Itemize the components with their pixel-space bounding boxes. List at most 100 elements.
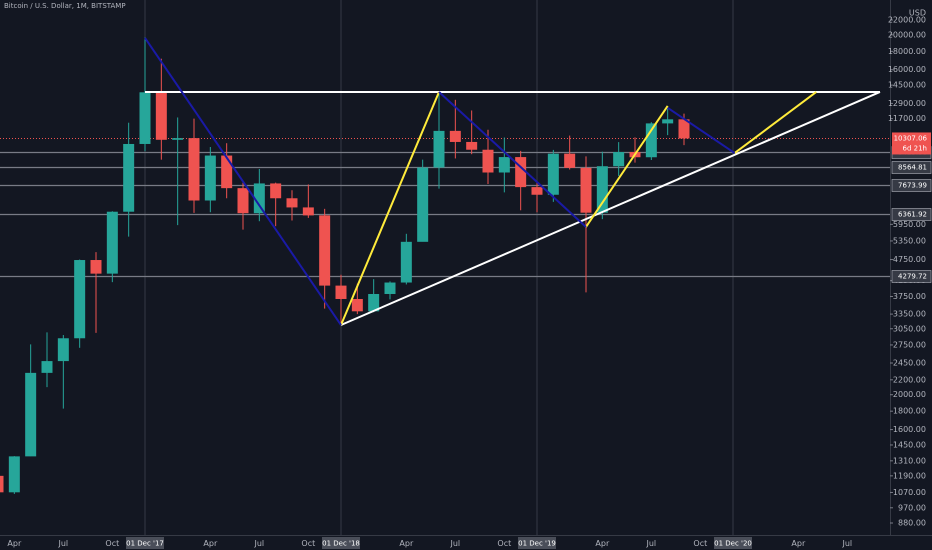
candle-body: [8, 456, 20, 493]
y-tick-label: 18000.00: [888, 47, 926, 56]
x-tick-label: Apr: [203, 539, 218, 548]
level-label-box: [891, 270, 932, 283]
candle-body: [123, 143, 135, 212]
drawings: [144, 37, 881, 326]
candle-body: [25, 372, 37, 457]
candle-body: [155, 92, 167, 140]
candles: [0, 37, 690, 494]
y-unit: USD: [909, 9, 926, 18]
axes: 22000.00 20000.00 18000.00 16000.00 14500.00…: [7, 15, 932, 549]
y-tick-label: 4750.00: [893, 255, 926, 264]
candle-body: [498, 157, 510, 173]
candle-body: [645, 123, 657, 158]
y-tick-label: 14500.00: [888, 81, 926, 90]
y-tick-label: 1600.00: [893, 425, 926, 434]
candle-body: [449, 130, 461, 142]
current-price-box: [892, 132, 931, 155]
y-tick-label: 5950.00: [893, 220, 926, 229]
trend-line: [585, 105, 669, 228]
candle-body: [172, 138, 184, 140]
level-label-box: [891, 161, 932, 174]
x-tick-label: Apr: [595, 539, 610, 548]
x-tick-label: 01 Dec '19: [518, 540, 556, 548]
level-label-box: [891, 179, 932, 192]
x-tick-label: Jul: [450, 539, 461, 548]
y-tick-label: 2450.00: [893, 358, 926, 367]
y-tick-label: 2200.00: [893, 375, 926, 384]
candle-body: [319, 215, 331, 286]
x-tick-label: Jul: [58, 539, 69, 548]
candle-body: [580, 167, 592, 213]
current-price-label: 10307.06: [894, 134, 928, 142]
candle-body: [384, 282, 396, 294]
y-tick-label: 11700.00: [888, 114, 926, 123]
x-label-box: [322, 537, 360, 549]
x-tick-label: 01 Dec '17: [126, 540, 164, 548]
symbol-title: Bitcoin / U.S. Dollar, 1M, BITSTAMP: [4, 2, 126, 10]
trend-line: [340, 91, 440, 326]
candle-body: [106, 211, 118, 274]
x-tick-label: Oct: [693, 539, 707, 548]
y-tick-label: 12900.00: [888, 99, 926, 108]
trend-line: [438, 91, 587, 228]
candle-body: [678, 119, 690, 139]
x-label-box: [714, 537, 752, 549]
candle-body: [531, 187, 543, 195]
candle-body: [466, 141, 478, 150]
candle-body: [74, 260, 86, 339]
y-tick-label: 1450.00: [893, 440, 926, 449]
x-tick-label: 01 Dec '18: [322, 540, 360, 548]
candle-body: [253, 183, 265, 214]
y-tick-label: 2000.00: [893, 390, 926, 399]
y-tick-label: 2750.00: [893, 340, 926, 349]
x-tick-label: Jul: [842, 539, 853, 548]
candle-body: [368, 293, 380, 312]
candle-body: [41, 361, 53, 373]
y-tick-label: 1070.00: [893, 488, 926, 497]
level-label: 7673.99: [898, 182, 927, 190]
candle-body: [613, 152, 625, 167]
y-tick-label: 970.00: [898, 503, 926, 512]
candle-body: [302, 207, 314, 216]
candle-body: [417, 167, 429, 242]
y-tick-label: 5350.00: [893, 236, 926, 245]
candle-body: [270, 183, 282, 199]
trend-line: [144, 37, 342, 326]
candle-body: [286, 198, 298, 208]
trend-line: [734, 91, 817, 154]
candle-body: [351, 298, 363, 312]
x-label-box: [126, 537, 164, 549]
x-tick-label: Oct: [497, 539, 511, 548]
y-tick-label: 1310.00: [893, 456, 926, 465]
candle-body: [57, 338, 69, 362]
y-tick-label: 3750.00: [893, 292, 926, 301]
level-label: 6361.92: [898, 211, 927, 219]
trend-line: [340, 91, 881, 326]
candle-body: [433, 130, 445, 168]
candle-body: [237, 188, 249, 214]
y-tick-label: 20000.00: [888, 30, 926, 39]
y-tick-label: 22000.00: [888, 15, 926, 24]
x-tick-label: Jul: [646, 539, 657, 548]
countdown-label: 6d 21h: [903, 144, 927, 152]
x-tick-label: Jul: [254, 539, 265, 548]
x-label-box: [518, 537, 556, 549]
x-tick-label: 01 Dec '20: [714, 540, 752, 548]
candle-body: [204, 155, 216, 201]
level-label: 8564.81: [898, 164, 927, 172]
x-tick-label: Oct: [105, 539, 119, 548]
y-tick-label: 1190.00: [893, 471, 926, 480]
level-label: 4279.72: [898, 273, 927, 281]
y-tick-label: 880.00: [898, 519, 926, 528]
candle-body: [90, 260, 102, 274]
x-tick-label: Oct: [301, 539, 315, 548]
candle-body: [596, 166, 608, 213]
candle-body: [400, 241, 412, 283]
candle-body: [547, 153, 559, 195]
trend-line: [667, 106, 736, 154]
y-tick-label: 3050.00: [893, 324, 926, 333]
x-tick-label: Apr: [7, 539, 22, 548]
level-label-box: [891, 208, 932, 221]
candle-body: [139, 92, 151, 144]
